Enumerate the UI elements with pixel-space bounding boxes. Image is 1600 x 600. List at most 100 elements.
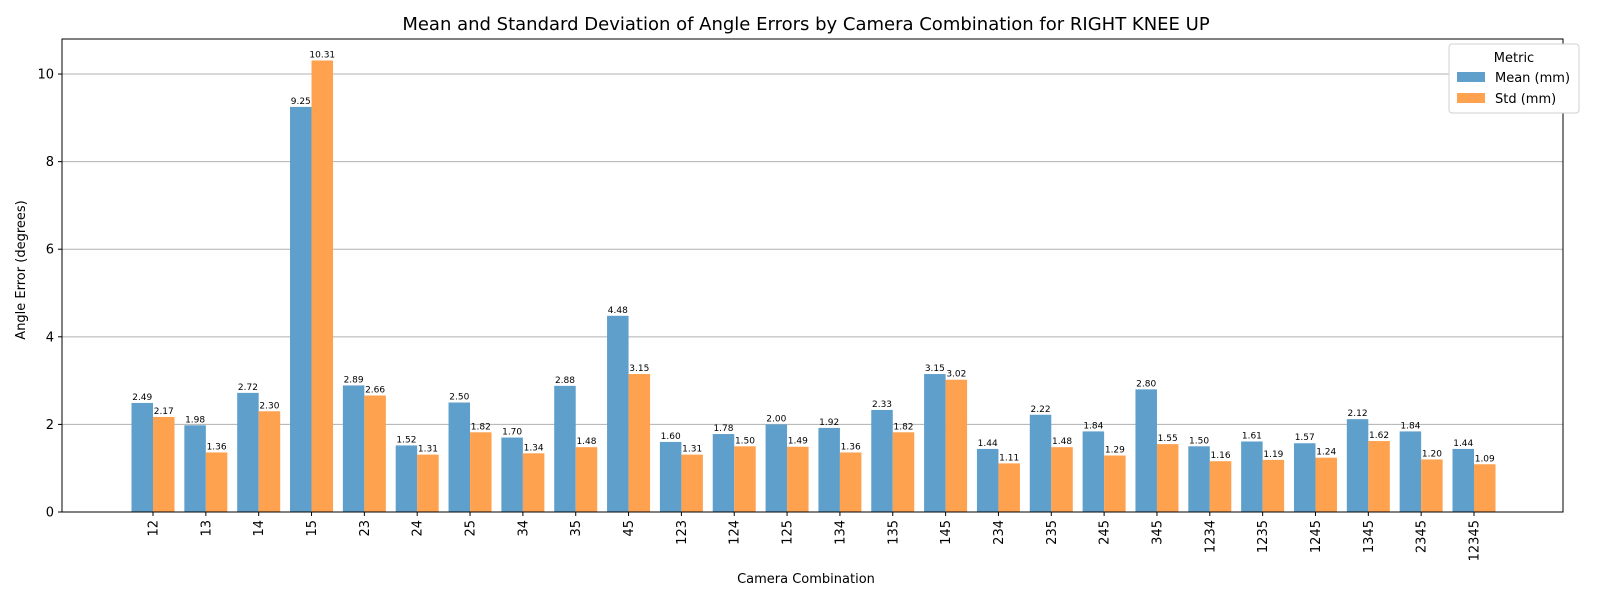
- legend: Metric Mean (mm) Std (mm): [1448, 43, 1580, 114]
- data-label-mean: 2.22: [1031, 405, 1051, 415]
- bar-mean: [871, 409, 893, 512]
- data-label-mean: 2.80: [1136, 379, 1156, 389]
- legend-label-std: Std (mm): [1495, 92, 1556, 107]
- bar-std: [205, 452, 228, 512]
- data-label-std: 1.34: [524, 443, 544, 453]
- bar-std: [1104, 455, 1126, 512]
- data-label-std: 2.66: [365, 386, 385, 396]
- bar-std: [1368, 441, 1390, 512]
- data-label-std: 3.02: [946, 370, 966, 380]
- x-tick-label: 1245: [1309, 520, 1324, 553]
- grid-lines: [62, 73, 1563, 425]
- data-label-mean: 2.88: [555, 376, 575, 386]
- bar-mean: [1452, 448, 1474, 512]
- data-label-mean: 1.98: [185, 415, 205, 425]
- data-label-std: 1.20: [1422, 449, 1442, 459]
- bar-std: [892, 432, 915, 512]
- data-label-mean: 2.72: [238, 383, 258, 393]
- y-tick-label: 0: [46, 506, 54, 521]
- bar-mean: [1399, 431, 1422, 512]
- bar-mean: [976, 448, 999, 512]
- x-tick-label: 24: [411, 520, 426, 537]
- x-tick-label: 12: [147, 520, 162, 537]
- bar-mean: [712, 434, 735, 512]
- x-tick-label: 234: [992, 520, 1007, 545]
- x-tick-label: 1235: [1256, 520, 1271, 553]
- bar-mean: [131, 402, 153, 512]
- bar-mean: [1241, 441, 1263, 512]
- y-tick-label: 6: [46, 243, 54, 258]
- data-label-std: 1.82: [471, 422, 491, 432]
- data-label-mean: 1.78: [713, 424, 733, 434]
- bar-mean: [395, 445, 418, 512]
- bar-data-labels: 2.492.17 1.98 1.36 2.722.30 9.25 10.31 2.892.6…: [132, 50, 1495, 464]
- bar-std: [734, 446, 756, 512]
- data-label-std: 2.30: [259, 401, 279, 411]
- bar-mean: [1082, 431, 1105, 512]
- data-label-std: 1.50: [735, 436, 755, 446]
- data-label-mean: 2.49: [132, 393, 152, 403]
- data-label-std: 1.19: [1263, 450, 1283, 460]
- legend-swatch-mean: [1457, 72, 1485, 82]
- x-tick-label: 1345: [1362, 520, 1377, 553]
- bar-std: [1209, 461, 1232, 512]
- x-tick-label: 123: [675, 520, 690, 545]
- data-label-std: 1.29: [1105, 446, 1125, 456]
- bar-mean: [659, 441, 682, 512]
- legend-title: Metric: [1494, 51, 1534, 66]
- data-label-std: 2.17: [154, 407, 174, 417]
- data-label-std: 1.48: [576, 437, 596, 447]
- x-tick-label: 345: [1150, 520, 1165, 545]
- data-label-mean: 1.44: [978, 439, 998, 449]
- data-label-mean: 1.84: [1400, 421, 1420, 431]
- data-label-std: 1.36: [841, 442, 861, 452]
- data-label-std: 3.15: [629, 364, 649, 374]
- bar-std: [1156, 444, 1179, 512]
- x-tick-label: 13: [199, 520, 214, 537]
- data-label-std: 1.82: [893, 422, 913, 432]
- data-label-std: 1.49: [788, 437, 808, 447]
- data-label-std: 1.24: [1316, 448, 1336, 458]
- bar-mean: [342, 385, 365, 512]
- data-label-mean: 1.44: [1453, 439, 1473, 449]
- bar-mean: [237, 392, 259, 512]
- bar-mean: [765, 424, 788, 512]
- bar-mean: [184, 425, 206, 512]
- bar-mean: [818, 427, 840, 512]
- data-label-std: 1.31: [682, 445, 702, 455]
- bar-std: [311, 60, 334, 513]
- data-label-std: 1.48: [1052, 437, 1072, 447]
- x-axis-label: Camera Combination: [737, 572, 875, 587]
- x-tick-label: 23: [358, 520, 373, 537]
- bar-std: [1421, 459, 1443, 512]
- x-tick-label: 134: [833, 520, 848, 545]
- y-tick-label: 10: [37, 68, 54, 83]
- bar-std: [945, 379, 968, 512]
- bar-std: [998, 463, 1020, 512]
- data-label-mean: 1.60: [661, 432, 681, 442]
- bar-mean: [1135, 389, 1157, 512]
- x-tick-label: 135: [886, 520, 901, 545]
- x-tick-label: 245: [1098, 520, 1113, 545]
- data-label-mean: 1.61: [1242, 431, 1262, 441]
- y-tick-label: 2: [46, 418, 54, 433]
- bar-std: [787, 446, 809, 512]
- bar-std: [1051, 447, 1073, 512]
- x-tick-label: 15: [305, 520, 320, 537]
- x-tick-label: 12345: [1468, 520, 1483, 561]
- data-label-mean: 1.50: [1189, 436, 1209, 446]
- data-label-mean: 2.89: [344, 375, 364, 385]
- bar-std: [1315, 457, 1337, 512]
- bar-std: [839, 452, 862, 512]
- bar-std: [1474, 464, 1496, 512]
- y-axis-label: Angle Error (degrees): [14, 200, 29, 339]
- data-label-std: 1.11: [999, 453, 1019, 463]
- legend-label-mean: Mean (mm): [1495, 71, 1570, 86]
- data-label-std: 10.31: [309, 50, 335, 60]
- data-label-mean: 1.52: [396, 435, 416, 445]
- y-axis-ticks: 0 2 4 6 8 10: [37, 68, 62, 521]
- data-label-mean: 3.15: [925, 364, 945, 374]
- bar-std: [681, 454, 703, 512]
- bars: [131, 60, 1496, 513]
